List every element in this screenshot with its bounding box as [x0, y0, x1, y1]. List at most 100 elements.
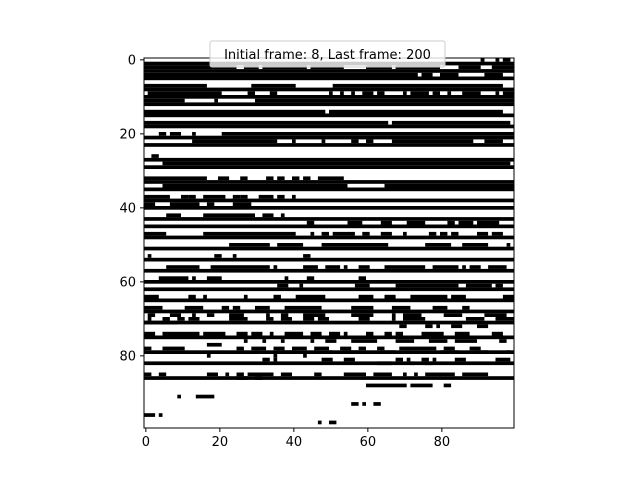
heatmap-cell: [480, 58, 485, 62]
heatmap-cell: [391, 305, 411, 310]
heatmap-cell: [310, 339, 315, 343]
heatmap-cell: [310, 231, 315, 236]
y-axis: 0 20 40 60 80: [119, 53, 144, 364]
heatmap-cell: [144, 113, 514, 118]
heatmap-cell: [403, 372, 407, 377]
heatmap-cell: [462, 305, 470, 310]
heatmap-cell: [229, 313, 244, 317]
heatmap-cell: [292, 346, 307, 351]
heatmap-cell: [169, 202, 200, 206]
heatmap-cell: [144, 157, 514, 162]
heatmap-cell: [206, 354, 211, 358]
heatmap-cell: [332, 231, 355, 236]
heatmap-cell: [395, 283, 459, 288]
heatmap-cell: [399, 324, 407, 329]
heatmap-cell: [321, 357, 333, 362]
heatmap-cell: [451, 231, 459, 236]
heatmap-cell: [314, 372, 322, 377]
heatmap-cell: [192, 276, 196, 280]
heatmap-cell: [329, 91, 333, 95]
heatmap-cell: [403, 231, 407, 236]
heatmap-cell: [321, 243, 389, 247]
heatmap-cell: [410, 91, 429, 95]
heatmap-cell: [144, 305, 163, 310]
heatmap-cell: [277, 194, 285, 199]
heatmap-cell: [258, 194, 274, 199]
heatmap-cell: [447, 220, 455, 225]
heatmap-cell: [147, 317, 152, 321]
heatmap-cell: [284, 331, 304, 336]
heatmap-cell: [192, 313, 196, 317]
heatmap-cell: [144, 65, 237, 70]
heatmap-cell: [144, 187, 514, 192]
heatmap-cell: [144, 372, 152, 377]
heatmap-cell: [340, 91, 344, 95]
heatmap-cell: [210, 265, 270, 269]
heatmap-cell: [206, 276, 222, 280]
heatmap-cell: [462, 372, 489, 377]
heatmap-cell: [144, 217, 514, 221]
heatmap-cell: [362, 402, 366, 406]
heatmap-cell: [292, 139, 296, 144]
heatmap-cell: [399, 346, 437, 351]
heatmap-cell: [144, 194, 170, 199]
heatmap-cell: [403, 313, 422, 317]
heatmap-cell: [306, 276, 315, 280]
heatmap-cell: [325, 339, 337, 343]
heatmap-cell: [144, 76, 514, 81]
heatmap-cell: [292, 194, 296, 199]
heatmap-cell: [144, 346, 152, 351]
heatmap-cell: [214, 98, 218, 103]
heatmap-cell: [502, 91, 514, 95]
heatmap-cell: [169, 313, 181, 317]
heatmap-cell: [351, 305, 374, 310]
heatmap-cell: [440, 350, 459, 354]
heatmap-cell: [343, 350, 359, 354]
heatmap-cell: [236, 346, 244, 351]
heatmap-cell: [218, 176, 230, 181]
heatmap-cell: [303, 265, 318, 269]
heatmap-cell: [366, 383, 407, 388]
heatmap-cell: [358, 294, 374, 299]
heatmap-cell: [280, 313, 289, 317]
heatmap-cell: [317, 420, 322, 425]
heatmap-cell: [277, 176, 285, 181]
heatmap-cell: [329, 109, 503, 114]
heatmap-cell: [462, 91, 481, 95]
heatmap-cell: [443, 383, 452, 388]
heatmap-cell: [144, 287, 514, 292]
heatmap-cell: [203, 231, 296, 236]
heatmap-cell: [343, 331, 348, 336]
heatmap-cell: [243, 339, 248, 343]
heatmap-cell: [491, 65, 514, 70]
x-tick-label: 60: [360, 435, 377, 450]
heatmap-cell: [158, 132, 167, 136]
heatmap-cell: [243, 294, 248, 299]
heatmap-cell: [440, 72, 459, 77]
heatmap-cell: [314, 346, 329, 351]
heatmap-cell: [484, 313, 507, 317]
heatmap-cell: [358, 317, 370, 321]
heatmap-cell: [351, 313, 374, 317]
heatmap-cell: [144, 165, 514, 169]
heatmap-cell: [303, 317, 315, 321]
heatmap-cell: [255, 305, 270, 310]
heatmap-cell: [262, 213, 274, 218]
heatmap-cell: [203, 213, 255, 218]
heatmap-cell: [477, 324, 489, 329]
heatmap-cell: [380, 231, 392, 236]
heatmap-cell: [391, 139, 474, 144]
heatmap-cell: [351, 139, 359, 144]
heatmap-cell: [144, 95, 514, 99]
heatmap-cell: [158, 372, 167, 377]
heatmap-cell: [321, 139, 326, 144]
heatmap-cell: [277, 243, 304, 247]
heatmap-cell: [358, 265, 370, 269]
heatmap-cell: [395, 331, 403, 336]
heatmap-cell: [144, 280, 514, 284]
heatmap-cell: [144, 320, 514, 325]
heatmap-cell: [395, 339, 415, 343]
heatmap-cell: [177, 317, 185, 321]
heatmap-cell: [266, 317, 274, 321]
heatmap-cell: [384, 331, 392, 336]
